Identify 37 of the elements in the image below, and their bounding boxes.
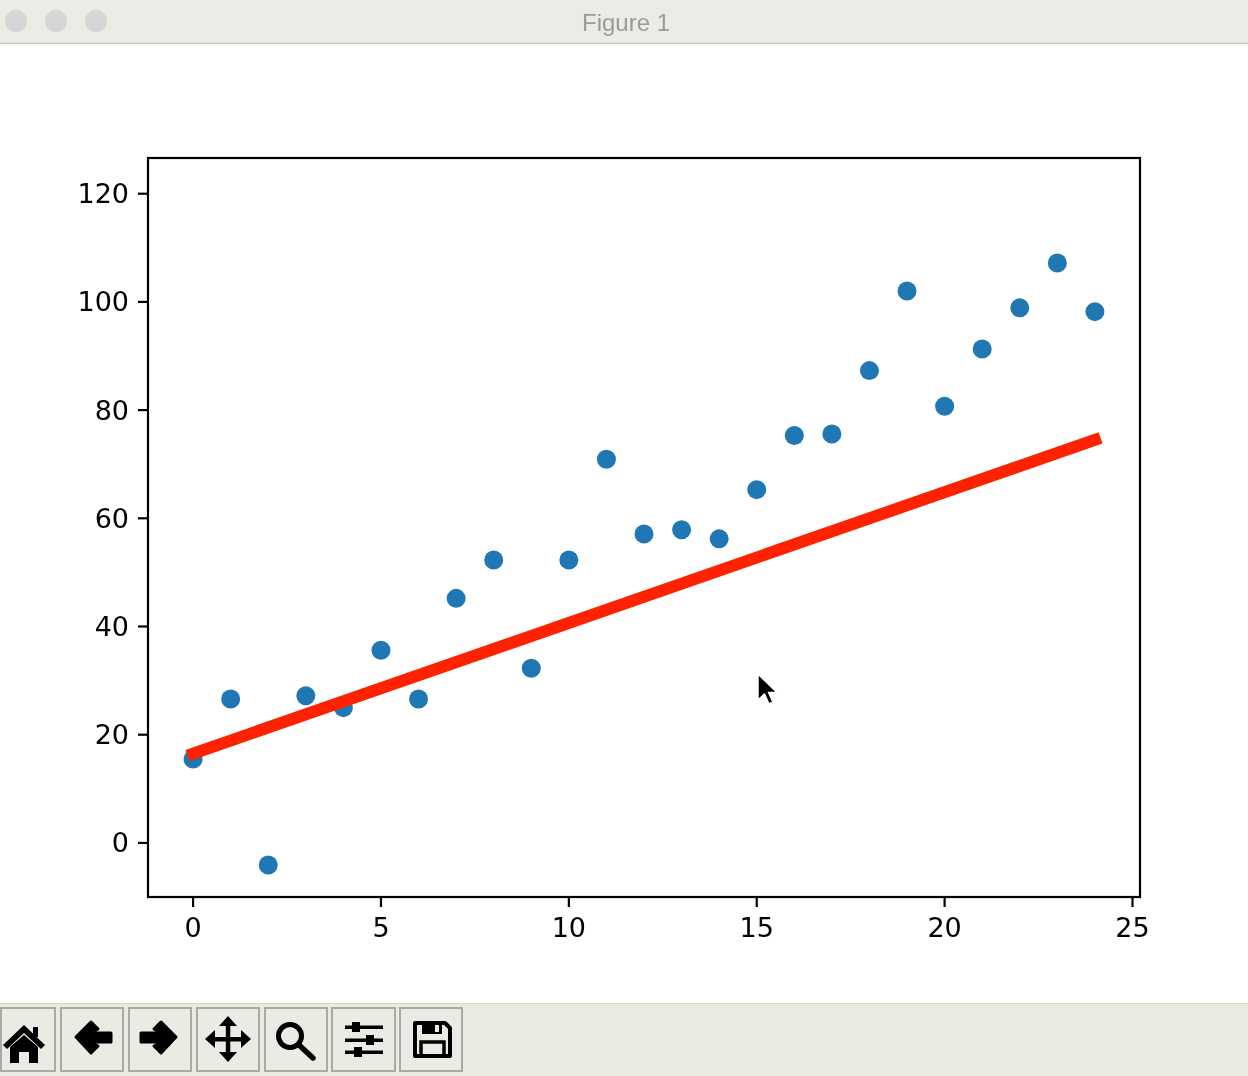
x-tick-label: 25	[1115, 912, 1150, 943]
point	[258, 855, 278, 875]
point	[784, 426, 804, 446]
point	[296, 686, 316, 706]
point	[859, 361, 879, 381]
point	[747, 480, 767, 500]
point	[672, 520, 692, 540]
y-tick-label: 20	[94, 719, 129, 751]
point	[446, 588, 466, 608]
point	[935, 396, 955, 416]
x-tick-label: 15	[739, 912, 774, 943]
point	[897, 281, 917, 301]
y-tick-label: 60	[94, 502, 129, 534]
point	[596, 449, 616, 469]
point	[484, 550, 504, 570]
point	[634, 524, 654, 544]
x-tick-label: 5	[372, 912, 390, 943]
x-tick-label: 20	[927, 912, 962, 943]
y-tick-label: 40	[94, 611, 129, 642]
point	[371, 640, 391, 660]
point	[709, 529, 729, 549]
point	[1047, 253, 1067, 273]
y-tick-label: 0	[111, 827, 129, 859]
point	[972, 339, 992, 359]
point	[559, 550, 579, 570]
y-tick-label: 80	[94, 394, 129, 426]
point	[521, 658, 541, 678]
caption: Figure 1	[581, 9, 671, 36]
y-tick-label: 120	[77, 178, 129, 210]
point	[1010, 298, 1030, 318]
point	[822, 424, 842, 444]
point	[409, 689, 429, 709]
x-tick-label: 10	[551, 912, 587, 943]
y-tick-label: 100	[77, 286, 129, 318]
point	[221, 689, 241, 709]
point	[1085, 302, 1105, 322]
x-tick-label: 0	[184, 912, 202, 943]
